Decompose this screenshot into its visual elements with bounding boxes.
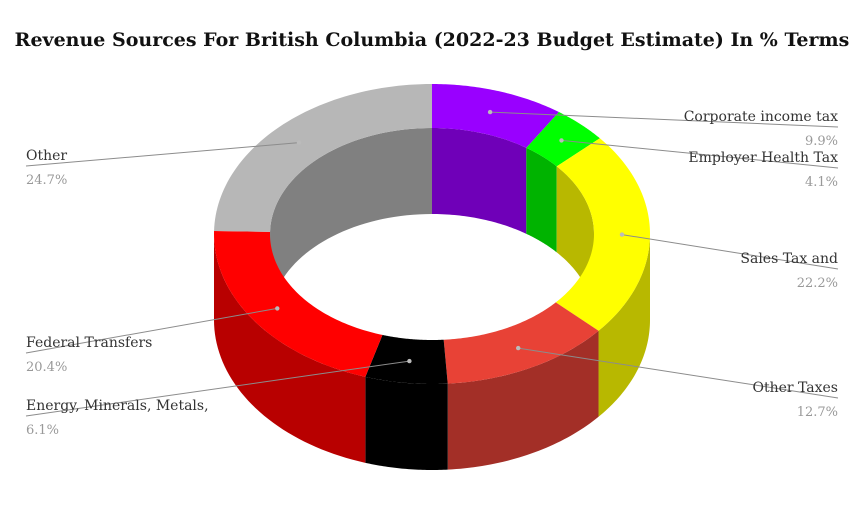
leader-dot-energy-minerals-metals (407, 358, 412, 364)
slice-name-federal-transfers: Federal Transfers (26, 335, 152, 351)
leader-dot-federal-transfers (275, 306, 280, 311)
slice-label-other: Other 24.7% (25, 140, 302, 188)
slice-name-employer-health-tax: Employer Health Tax (688, 150, 838, 166)
slice-other[interactable] (214, 84, 432, 232)
slice-energy-minerals-metals[interactable] (365, 334, 448, 384)
slice-other-taxes[interactable] (443, 302, 599, 384)
leader-dot-corporate-income-tax (487, 109, 493, 115)
slice-outer-wall-federal-transfers (214, 234, 366, 463)
slice-value-other-taxes: 12.7% (797, 405, 838, 420)
slice-outer-wall-other-taxes (447, 330, 599, 470)
leader-line-energy-minerals-metals (25, 360, 410, 417)
slice-labels: Corporate income tax 9.9%Employer Health … (25, 109, 839, 438)
leader-line-federal-transfers (25, 307, 278, 354)
leader-line-other-taxes (518, 347, 839, 399)
leader-line-employer-health-tax (561, 139, 839, 169)
slice-federal-transfers[interactable] (214, 230, 383, 377)
slice-name-other-taxes: Other Taxes (752, 380, 838, 396)
leader-line-sales-tax-and (621, 234, 839, 270)
slice-value-employer-health-tax: 4.1% (805, 175, 838, 190)
slice-outer-wall-sales-tax-and (598, 234, 650, 417)
slice-label-employer-health-tax: Employer Health Tax 4.1% (559, 138, 838, 190)
leader-dot-employer-health-tax (559, 138, 564, 143)
slice-value-energy-minerals-metals: 6.1% (26, 423, 59, 438)
slice-label-federal-transfers: Federal Transfers 20.4% (25, 306, 280, 375)
leader-dot-other-taxes (516, 345, 521, 351)
slice-name-other: Other (26, 148, 67, 164)
slice-value-sales-tax-and: 22.2% (797, 276, 838, 291)
slice-corporate-income-tax[interactable] (432, 84, 559, 148)
slice-name-corporate-income-tax: Corporate income tax (684, 109, 838, 125)
slice-inner-wall-other-1 (270, 128, 432, 318)
leader-line-other (25, 142, 300, 167)
slice-outer-wall-energy-minerals-metals (365, 376, 448, 470)
slice-name-energy-minerals-metals: Energy, Minerals, Metals, (26, 398, 209, 414)
slice-value-corporate-income-tax: 9.9% (805, 134, 838, 149)
slice-name-sales-tax-and: Sales Tax and (740, 251, 838, 267)
donut-top (214, 84, 650, 384)
leader-line-corporate-income-tax (490, 111, 839, 128)
slice-value-federal-transfers: 20.4% (26, 360, 67, 375)
chart-title: Revenue Sources For British Columbia (20… (15, 29, 850, 51)
leader-dot-sales-tax-and (619, 232, 625, 237)
slice-sales-tax-and[interactable] (555, 138, 650, 331)
slice-inner-wall-corporate-income-tax-0 (432, 128, 527, 234)
slice-label-sales-tax-and: Sales Tax and 22.2% (619, 232, 839, 291)
slice-value-other: 24.7% (26, 173, 67, 188)
leader-dot-other (296, 140, 302, 145)
slice-label-corporate-income-tax: Corporate income tax 9.9% (487, 109, 839, 149)
slice-label-other-taxes: Other Taxes 12.7% (516, 345, 839, 420)
slice-inner-wall-employer-health-tax-0 (526, 147, 557, 253)
slice-label-energy-minerals-metals: Energy, Minerals, Metals, 6.1% (25, 358, 412, 438)
